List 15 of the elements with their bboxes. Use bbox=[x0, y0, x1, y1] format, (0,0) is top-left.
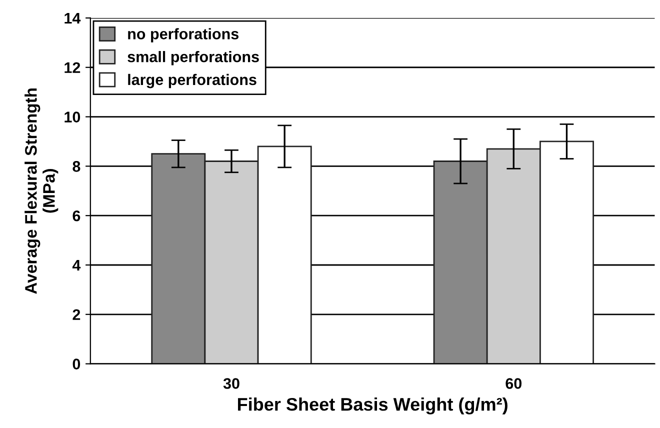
y-tick-label: 4 bbox=[72, 260, 81, 271]
y-axis-title: Average Flexural Strength (MPa) bbox=[24, 88, 58, 294]
x-tick-label: 60 bbox=[506, 378, 522, 389]
y-tick-label: 6 bbox=[72, 210, 80, 222]
y-tick-label: 2 bbox=[72, 309, 80, 320]
legend-label: small perforations bbox=[128, 51, 259, 66]
x-axis-title: Fiber Sheet Basis Weight (g/m²) bbox=[238, 397, 508, 414]
y-tick-label: 0 bbox=[72, 358, 80, 370]
legend-label: no perforations bbox=[128, 28, 238, 42]
y-tick-label: 14 bbox=[64, 13, 81, 24]
y-tick-label: 12 bbox=[64, 62, 80, 73]
x-tick-label: 30 bbox=[223, 378, 240, 389]
y-tick-label: 10 bbox=[64, 112, 80, 122]
y-tick-label: 8 bbox=[72, 161, 80, 172]
legend-label: large perforations bbox=[128, 74, 256, 88]
